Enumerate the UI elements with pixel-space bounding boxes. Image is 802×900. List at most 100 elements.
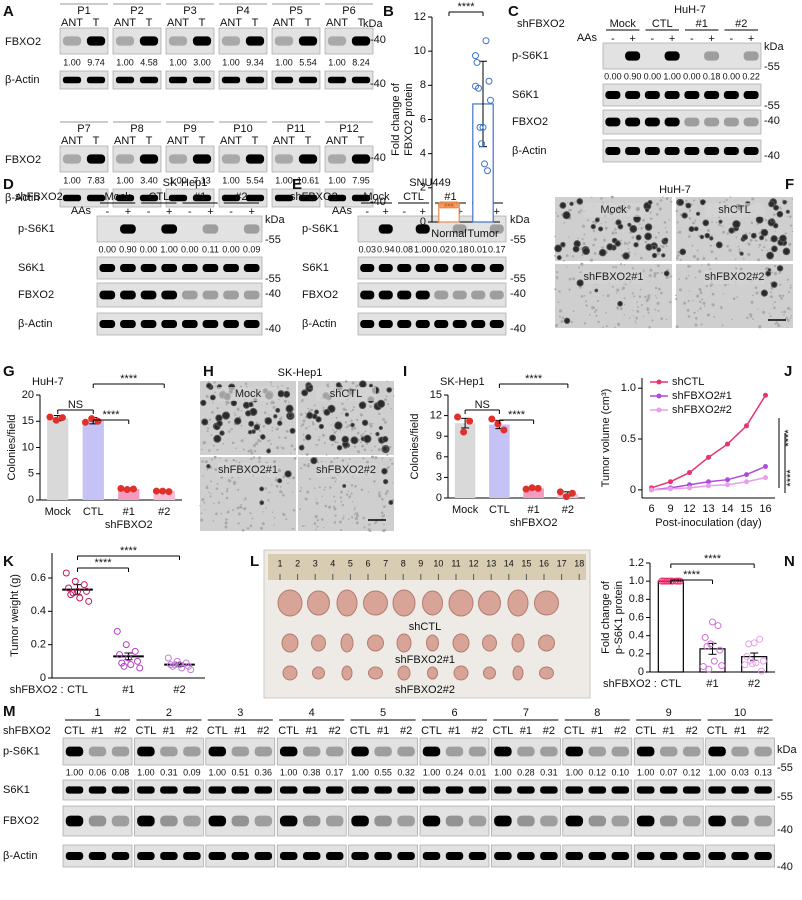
texture [617,322,621,326]
texture [363,526,366,529]
x-tick-label: Mock [452,504,479,516]
band [708,852,726,860]
texture [679,258,682,262]
quant-label: 1.00 [116,175,134,185]
group-label: #2 [686,725,698,737]
texture [764,239,768,242]
colony [576,279,584,287]
tumor [396,633,412,653]
texture [260,499,263,501]
sign-label: + [748,33,754,45]
texture [637,241,639,243]
band [161,320,178,328]
texture [368,523,371,526]
texture [600,222,603,225]
data-point [676,577,684,585]
y-tick-label: 2 [420,182,426,194]
texture [577,210,581,214]
group-label: Mock [104,191,131,203]
texture [735,236,738,238]
band [754,746,772,757]
significance: **** [102,409,120,421]
texture [602,295,604,297]
band [682,852,701,860]
texture [660,291,663,295]
texture [737,245,740,248]
blot [357,256,507,280]
band [274,194,294,202]
band [298,194,318,202]
band [181,290,198,300]
texture [786,318,790,322]
marker-label: -55 [777,791,793,803]
group-label: CTL [350,725,371,737]
marker-label: -40 [777,861,793,873]
group-label: #1 [696,18,708,30]
data-point [562,493,570,501]
colony [622,252,630,260]
quant-label: 1.00 [328,175,346,185]
texture [758,325,762,329]
texture [685,277,688,280]
band [223,320,239,328]
colony [350,436,359,445]
colony [770,218,775,223]
texture [647,311,650,314]
band [325,746,344,757]
label-bg [218,463,278,477]
point [725,441,730,447]
point [744,472,749,478]
texture [282,475,286,479]
band [644,147,660,155]
texture [675,297,678,301]
band [161,290,178,300]
ruler-number: 18 [574,558,584,568]
texture [361,444,365,448]
texture [307,407,310,410]
band [468,746,487,757]
marker-label: -40 [265,288,281,300]
colony [677,198,685,206]
significance: **** [683,569,701,581]
texture [345,493,349,496]
texture [696,257,700,261]
texture [320,460,323,463]
band [120,320,136,328]
colony [704,232,711,239]
data-point [460,428,468,436]
texture [692,254,696,259]
band [723,147,739,155]
texture [676,256,679,260]
band [202,224,219,234]
texture [247,527,250,530]
texture [374,445,376,448]
texture [699,291,703,295]
marker-label: -55 [510,273,526,285]
image-label: shCTL [718,204,750,216]
texture [688,235,691,238]
texture [783,314,785,316]
texture [202,440,207,444]
texture [746,316,749,320]
data-point [703,643,711,651]
band [274,76,294,84]
texture [240,503,243,506]
texture [314,515,318,519]
texture [567,201,569,204]
x-tick-label: Tumor [467,228,499,240]
texture [225,496,229,500]
band [682,746,701,757]
texture [241,528,245,532]
kda-label: kDa [510,214,530,226]
texture [758,243,762,247]
colony [647,199,653,205]
texture [287,401,290,403]
sign-label: - [690,33,694,45]
band [274,154,294,164]
construct-label: shFBXO2 [15,191,63,203]
texture [251,517,254,520]
significance: **** [457,1,475,13]
texture [688,217,692,220]
chart-title: SK-Hep1 [440,376,485,388]
texture [270,381,273,384]
